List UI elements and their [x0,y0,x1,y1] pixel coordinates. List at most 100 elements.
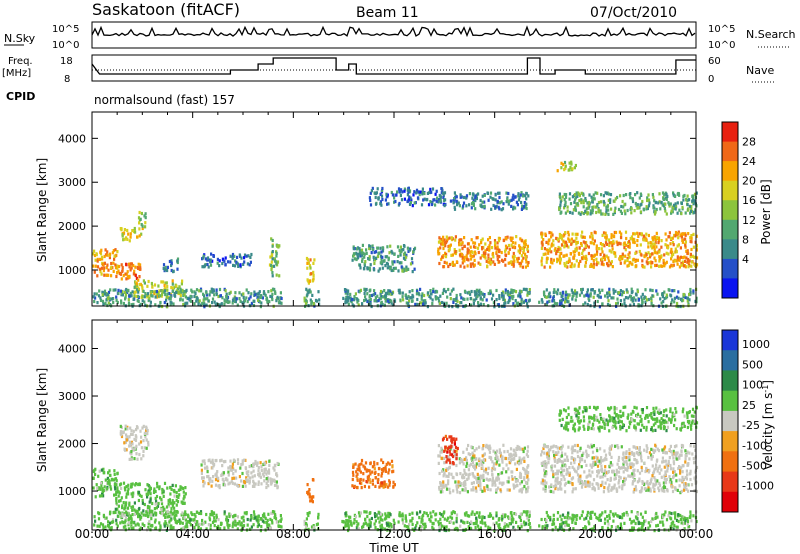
range-cell-9 [654,421,657,425]
range-cell-6 [472,474,475,478]
range-cell-16 [441,291,444,295]
range-cell-12 [481,200,484,204]
range-cell-0 [98,494,102,498]
range-cell-10 [418,193,421,197]
range-cell-8 [681,470,684,474]
range-cell-11 [469,264,472,268]
range-cell-16 [225,292,228,296]
range-cell-6 [494,483,497,487]
range-cell-16 [207,299,210,303]
range-cell-16 [548,299,551,303]
range-cell-9 [646,415,649,419]
range-cell-15 [645,205,648,209]
range-cell-13 [605,235,608,239]
range-cell-5 [360,462,363,466]
range-cell-1 [138,506,141,511]
range-cell-15 [674,202,677,206]
range-cell-11 [458,243,461,247]
range-cell-16 [193,302,196,306]
range-cell-16 [274,290,277,294]
range-cell-8 [622,480,625,484]
range-cell-11 [512,264,515,268]
range-cell-5 [166,268,169,273]
range-cell-15 [657,201,660,205]
range-cell-1 [121,265,124,270]
range-cell-3 [267,468,271,472]
range-cell-12 [453,207,457,211]
range-cell-1 [133,508,136,512]
range-cell-6 [516,484,519,488]
range-cell-11 [519,261,523,265]
range-cell-11 [468,250,471,254]
range-cell-16 [623,301,626,305]
range-cell-3 [231,476,234,480]
range-cell-8 [623,478,626,483]
range-cell-11 [439,239,442,243]
range-cell-11 [494,243,497,247]
range-cell-8 [550,489,553,494]
range-cell-12 [520,200,523,205]
range-cell-12 [517,198,521,202]
range-cell-14 [560,161,563,165]
range-cell-7 [278,244,281,248]
range-cell-16 [589,294,592,298]
range-cell-12 [502,202,505,206]
range-cell-13 [645,232,648,236]
range-cell-10 [376,187,379,191]
range-cell-8 [669,450,672,454]
range-cell-8 [564,464,567,468]
range-cell-8 [663,447,666,451]
range-cell-8 [669,478,672,482]
range-cell-16 [455,303,458,307]
range-cell-16 [684,295,687,300]
range-cell-8 [686,473,689,477]
range-cell-8 [635,488,638,492]
range-cell-11 [445,240,448,245]
range-cell-1 [184,492,187,496]
range-cell-6 [461,473,465,477]
range-cell-11 [523,240,526,244]
range-cell-6 [465,472,468,476]
range-cell-16 [632,296,636,300]
colorbar-tick-label: 20 [742,175,756,188]
range-cell-13 [621,252,624,256]
range-cell-6 [472,488,475,492]
range-cell-13 [559,247,562,251]
range-cell-8 [626,465,629,470]
colorbar-swatch [722,219,738,240]
range-cell-16 [455,296,458,301]
range-cell-16 [583,294,586,298]
range-cell-16 [383,289,386,293]
range-cell-6 [500,457,503,461]
range-cell-0 [102,269,105,273]
range-cell-16 [264,293,267,297]
range-cell-11 [471,262,474,266]
range-cell-10 [444,198,447,202]
range-cell-1 [162,505,165,509]
range-cell-15 [597,200,600,205]
range-cell-3 [241,471,244,476]
range-cell-0 [94,264,97,268]
range-cell-16 [451,305,454,309]
range-cell-1 [162,494,165,498]
range-cell-16 [435,290,439,294]
range-cell-16 [99,296,102,300]
range-cell-10 [387,202,390,206]
range-cell-8 [613,473,616,477]
y-tick-label: 3000 [58,176,86,189]
range-cell-13 [695,243,698,247]
range-cell-3 [218,486,221,490]
range-cell-9 [389,267,392,271]
range-cell-8 [584,483,587,487]
range-cell-16 [487,291,490,296]
range-cell-16 [437,299,441,303]
range-cell-8 [640,465,643,469]
range-cell-5 [377,473,380,477]
range-cell-16 [347,289,350,293]
range-cell-5 [358,463,361,467]
range-cell-16 [182,303,185,307]
range-cell-8 [638,446,641,450]
range-cell-12 [492,197,495,201]
range-cell-13 [643,265,646,269]
